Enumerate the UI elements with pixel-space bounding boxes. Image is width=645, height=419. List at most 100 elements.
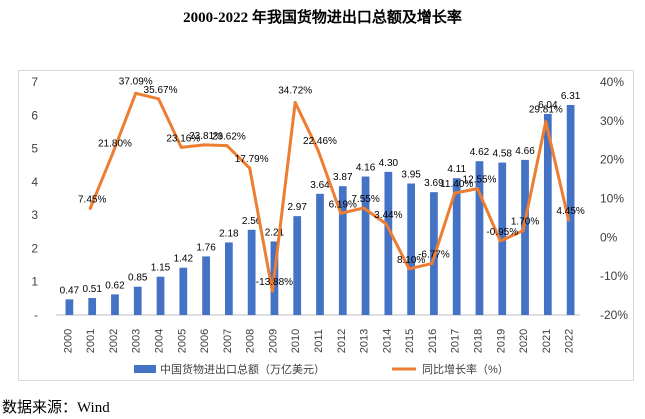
chart-title: 2000-2022 年我国货物进出口总额及增长率 [183, 10, 462, 26]
bar [293, 216, 302, 315]
bar-value-label: 1.76 [196, 242, 216, 253]
bar-value-label: 2.21 [265, 227, 285, 238]
y-left-tick-label: 4 [31, 175, 38, 189]
growth-point [567, 218, 571, 222]
growth-value-label: 3.44% [374, 210, 402, 221]
bar [224, 242, 233, 315]
y-left-tick-label: 3 [31, 208, 38, 222]
growth-point [111, 151, 115, 155]
growth-value-label: 22.46% [303, 136, 337, 147]
growth-point [293, 101, 297, 105]
growth-labels-layer: 7.45% 21.80% 37.09%35.67% 23.16%23.81%23.62… [78, 76, 585, 288]
growth-line-layer [88, 91, 571, 293]
bar [452, 178, 461, 315]
growth-value-label: 37.09% [119, 76, 153, 87]
bar-value-label: 0.47 [60, 285, 80, 296]
growth-point [384, 222, 388, 226]
growth-point [498, 239, 502, 243]
bars-layer [65, 104, 575, 316]
bar-value-label: 3.87 [333, 172, 353, 183]
growth-point [248, 166, 252, 170]
bar-value-label: 4.66 [515, 146, 535, 157]
x-tick-label: 2009 [267, 329, 279, 353]
bar-value-label: 3.64 [310, 180, 330, 191]
y-right-tick-label: 20% [600, 153, 624, 167]
bar-value-label: 0.85 [128, 273, 148, 284]
x-tick-label: 2017 [450, 329, 462, 353]
x-tick-label: 2005 [176, 329, 188, 353]
growth-value-label: 21.80% [98, 139, 132, 150]
legend-label-line: 同比增长率（%） [422, 362, 509, 376]
growth-value-label: -0.95% [486, 227, 518, 238]
growth-value-label: 23.16% [166, 133, 200, 144]
growth-point [157, 97, 161, 101]
growth-point [225, 144, 229, 148]
bar-value-label: 0.62 [105, 280, 125, 291]
growth-point [270, 289, 274, 293]
bar [566, 104, 575, 316]
bar-value-label: 6.04 [538, 100, 558, 111]
x-tick-label: 2002 [108, 329, 120, 353]
x-tick-label: 2015 [404, 329, 416, 353]
bar-value-label: 3.95 [401, 170, 421, 181]
y-left-tick-label: 1 [31, 275, 38, 289]
growth-value-label: -13.88% [256, 277, 293, 288]
growth-line [88, 91, 571, 293]
growth-value-label: 29.81% [529, 105, 563, 116]
bar [88, 298, 97, 315]
growth-value-label: 17.79% [235, 154, 269, 165]
bar-value-label: 1.15 [151, 263, 171, 274]
x-tick-label: 2004 [154, 329, 166, 353]
x-tick-label: 2006 [199, 329, 211, 353]
bar [475, 161, 484, 315]
y-right-tick-label: 40% [600, 75, 624, 89]
bar-value-label: 0.51 [82, 284, 102, 295]
x-tick-label: 2018 [472, 329, 484, 353]
growth-point [430, 262, 434, 266]
bar-value-label: 1.42 [174, 254, 194, 265]
legend-swatch-bar [134, 365, 156, 373]
growth-value-label: 7.45% [78, 194, 106, 205]
y-right-tick-label: -10% [600, 269, 628, 283]
chart-frame [18, 70, 634, 381]
y-right-tick-label: 10% [600, 192, 624, 206]
bar [179, 267, 188, 315]
growth-value-label: 8.10% [397, 255, 425, 266]
x-tick-label: 2010 [290, 329, 302, 353]
x-tick-label: 2016 [427, 329, 439, 353]
x-tick-label: 2008 [245, 329, 257, 353]
growth-value-label: 35.67% [144, 85, 178, 96]
bar-value-label: 4.62 [470, 147, 490, 158]
bar [338, 186, 347, 315]
y-left-tick-label: 7 [31, 75, 38, 89]
y-left-tick-label: 2 [31, 241, 38, 255]
x-tick-label: 2012 [336, 329, 348, 353]
growth-point [339, 211, 343, 215]
x-tick-label: 2003 [131, 329, 143, 353]
growth-point [521, 229, 525, 233]
growth-value-label: 4.45% [556, 206, 584, 217]
growth-value-label: 6.19% [329, 199, 357, 210]
axes-layer: - 1 2 3 4 5 6 7 -20% -10% 0% 10% 20% 30% 40% 2000 2001 20… [31, 75, 628, 353]
growth-value-label: 34.72% [278, 86, 312, 97]
bar [407, 183, 416, 315]
legend: 中国货物进出口总额（万亿美元） 同比增长率（%） [134, 362, 509, 376]
growth-value-label: 12.55% [463, 175, 497, 186]
y-right-tick-label: 0% [600, 230, 618, 244]
x-tick-label: 2013 [359, 329, 371, 353]
bar-value-label: 4.58 [493, 149, 513, 160]
x-tick-label: 2022 [564, 329, 576, 353]
bar [543, 113, 552, 315]
bar-labels-layer: 0.47 0.51 0.620.851.151.421.762.182.562.21… [60, 91, 581, 296]
bar [384, 171, 393, 315]
growth-point [453, 191, 457, 195]
growth-point [544, 120, 548, 124]
x-tick-label: 2019 [495, 329, 507, 353]
growth-point [407, 267, 411, 271]
y-left-tick-label: - [34, 308, 38, 322]
growth-point [88, 206, 92, 210]
x-tick-label: 2007 [222, 329, 234, 353]
bar-line-chart: - 1 2 3 4 5 6 7 -20% -10% 0% 10% 20% 30% 40% 2000 2001 20… [31, 75, 628, 376]
growth-point [134, 91, 138, 95]
x-tick-label: 2020 [518, 329, 530, 353]
